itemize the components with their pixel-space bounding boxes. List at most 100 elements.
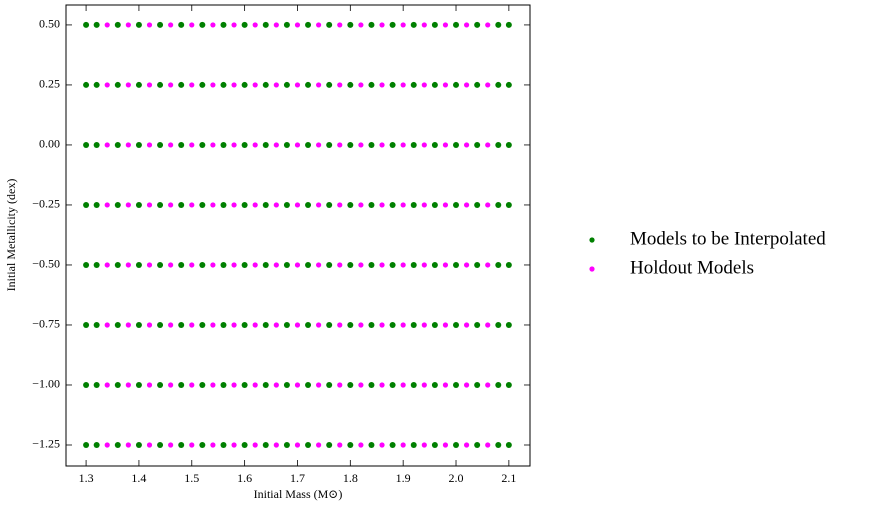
point [294,262,301,268]
point [210,202,216,208]
y-tick-label: −1.25 [32,437,60,451]
x-tick-label: 1.8 [343,471,358,485]
point [241,321,248,328]
x-tick-label: 1.3 [79,471,94,485]
point [294,442,301,448]
point [262,141,269,148]
point [168,142,174,148]
point [421,442,427,448]
point [474,21,481,28]
point [168,22,174,28]
point [421,322,427,328]
point [220,321,227,328]
point [347,21,354,28]
point [379,442,385,448]
point [146,382,153,388]
point [316,382,322,388]
point [146,142,153,148]
point [337,22,343,28]
point [146,22,153,28]
point [485,202,491,208]
plot-frame [65,4,531,467]
y-tick-label: 0.25 [39,77,60,91]
point [114,381,121,388]
point [231,202,237,208]
point [463,142,470,148]
point [305,81,312,88]
point [189,142,195,148]
point [114,201,121,208]
point [453,381,460,388]
point [431,141,438,148]
point [347,141,354,148]
point [474,81,481,88]
y-tick-label: −1.00 [32,377,60,391]
point [495,21,502,28]
point [252,142,258,148]
point [104,22,110,28]
point [199,141,206,148]
point [283,321,290,328]
point [505,81,512,88]
point [389,21,396,28]
point [442,442,449,448]
point [379,382,385,388]
point [231,262,237,268]
point [199,81,206,88]
point [283,261,290,268]
point [157,441,164,448]
point [453,21,460,28]
point [495,201,502,208]
point [294,142,301,148]
point [125,322,131,328]
point [421,82,427,88]
point [368,381,375,388]
point [421,202,427,208]
point [442,142,449,148]
point [273,262,279,268]
point [241,141,248,148]
point [305,261,312,268]
point [294,202,301,208]
x-tick-label: 1.7 [290,471,305,485]
point [400,442,406,448]
point [400,202,406,208]
point [400,82,406,88]
point [347,261,354,268]
point [220,261,227,268]
point [283,81,290,88]
point [442,22,449,28]
point [326,201,333,208]
point [368,141,375,148]
point [157,321,164,328]
point [358,202,364,208]
point [474,261,481,268]
point [316,82,322,88]
point [463,82,470,88]
point [168,82,174,88]
point [199,201,206,208]
point [358,22,364,28]
point [347,441,354,448]
x-tick-label: 1.9 [396,471,411,485]
point [463,202,470,208]
point [146,442,153,448]
point [326,261,333,268]
point [505,381,512,388]
point [125,382,131,388]
point [495,141,502,148]
point [178,81,185,88]
point [178,141,185,148]
point [463,382,470,388]
point [495,81,502,88]
point [495,321,502,328]
point [294,382,301,388]
point [262,21,269,28]
point [104,442,110,448]
point [379,82,385,88]
point [93,441,100,448]
point [463,22,470,28]
point [104,322,110,328]
point [83,321,90,328]
point [368,201,375,208]
